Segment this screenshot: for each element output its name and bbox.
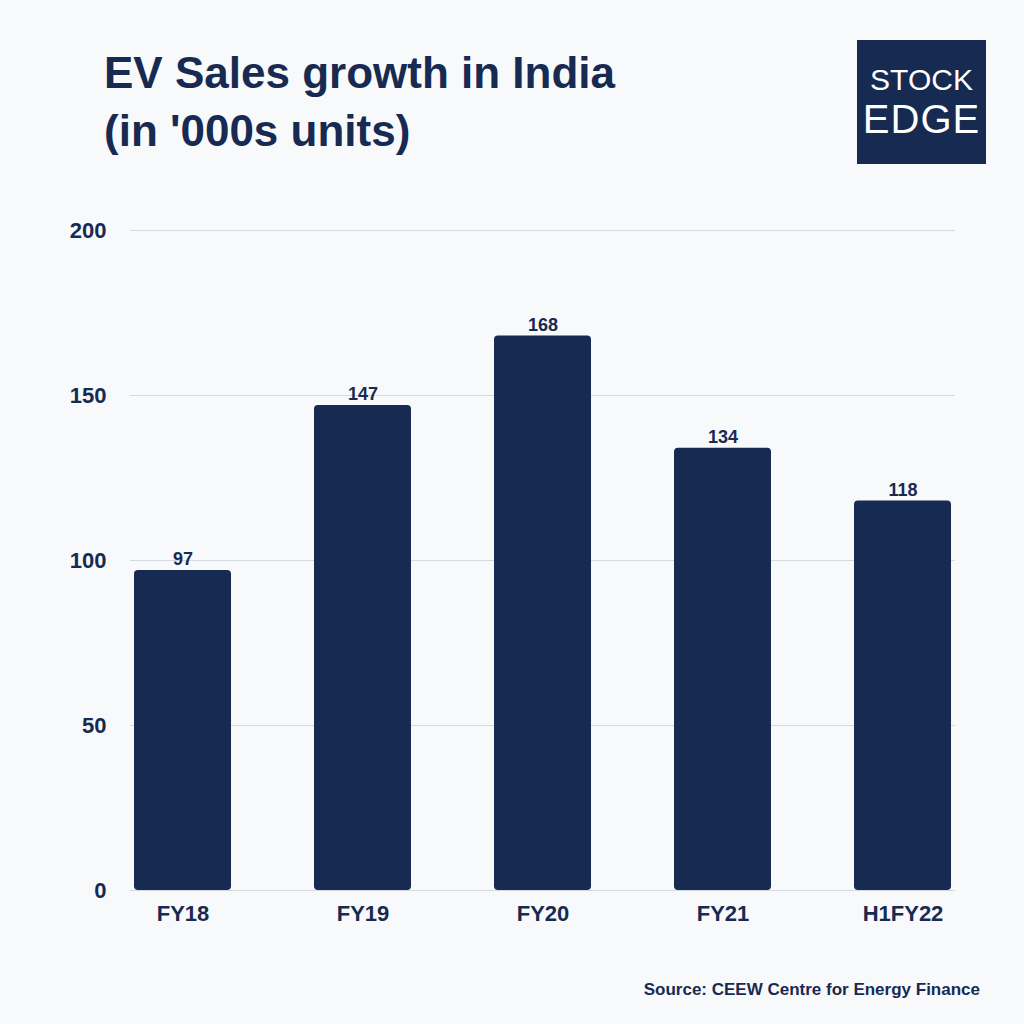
html-text:Source: CEEW Centre for Energy: Source: CEEW Centre for Energy Finance [643, 980, 980, 999]
html-text:EDGE: EDGE [862, 97, 981, 141]
svg-text:118: 118 [888, 480, 917, 500]
svg-text:97: 97 [173, 549, 193, 569]
svg-text:134: 134 [708, 427, 738, 447]
svg-text:147: 147 [348, 384, 378, 404]
html-text:(in '000s units): (in '000s units) [104, 106, 411, 155]
svg-text:FY19: FY19 [337, 901, 390, 926]
svg-text:150: 150 [70, 383, 107, 408]
svg-text:FY21: FY21 [697, 901, 750, 926]
svg-text:50: 50 [82, 713, 106, 738]
svg-text:200: 200 [70, 218, 107, 243]
html-text:EV Sales growth in India: EV Sales growth in India [104, 48, 615, 97]
svg-text:168: 168 [528, 315, 558, 335]
svg-text:0: 0 [94, 878, 106, 903]
svg-text:H1FY22: H1FY22 [863, 901, 944, 926]
html-text:STOCK: STOCK [870, 63, 973, 96]
svg-text:FY20: FY20 [517, 901, 570, 926]
svg-text:FY18: FY18 [157, 901, 210, 926]
svg-text:100: 100 [70, 548, 107, 573]
